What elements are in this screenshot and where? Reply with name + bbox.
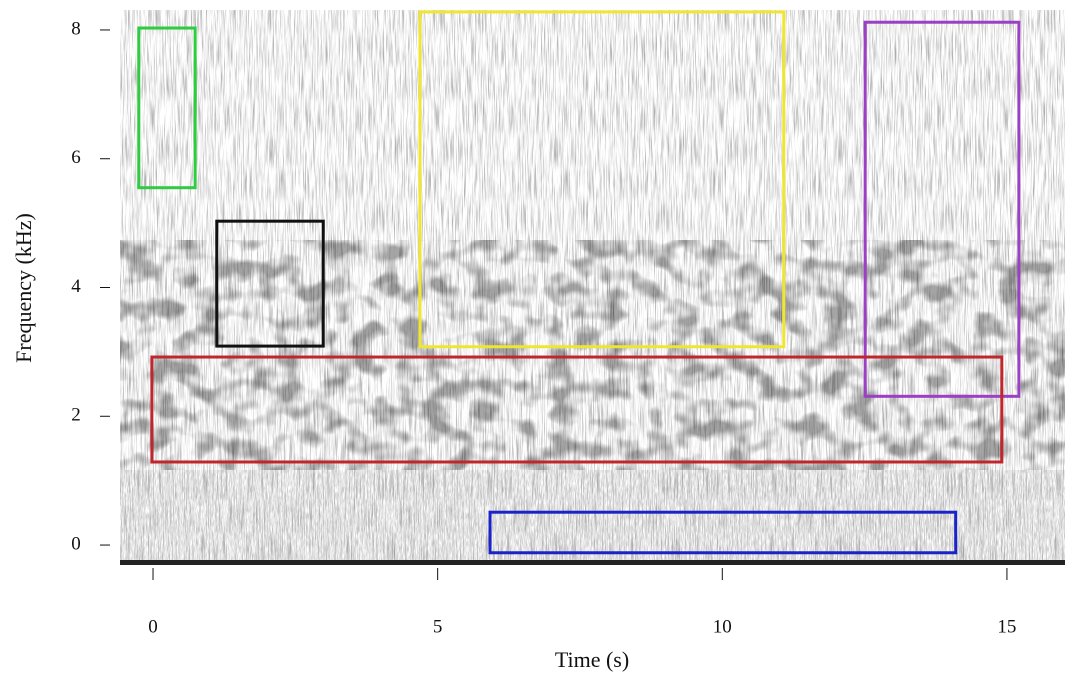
x-tick-label: 15 (997, 616, 1016, 637)
x-tick-label: 5 (433, 616, 443, 637)
annotation-box (418, 10, 786, 349)
y-tick-label: 4 (71, 276, 81, 297)
annotation-box (488, 510, 958, 555)
y-tick-label: 2 (71, 405, 81, 426)
annotation-box (863, 20, 1021, 398)
y-tick-label: 6 (71, 147, 81, 168)
y-tick-label: 8 (71, 18, 81, 39)
annotation-box (215, 219, 325, 348)
x-tick-label: 10 (713, 616, 732, 637)
x-tick-label: 0 (148, 616, 158, 637)
annotation-box (150, 355, 1004, 464)
spectrogram-image (120, 10, 1065, 565)
y-axis-label: Frequency (kHz) (11, 213, 36, 363)
y-tick-label: 0 (71, 533, 81, 554)
annotation-box (137, 26, 197, 190)
x-axis-label: Time (s) (555, 647, 629, 672)
